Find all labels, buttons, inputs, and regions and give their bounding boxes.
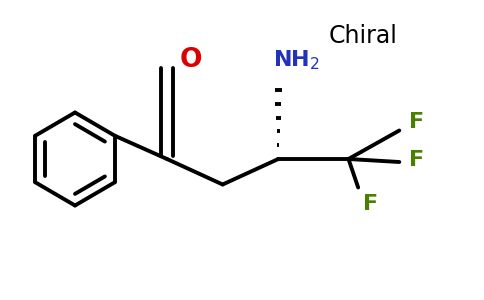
Text: F: F bbox=[409, 151, 424, 170]
Text: O: O bbox=[180, 47, 202, 73]
Text: F: F bbox=[409, 112, 424, 131]
Text: Chiral: Chiral bbox=[329, 24, 397, 48]
Text: F: F bbox=[363, 194, 378, 214]
Text: NH$_2$: NH$_2$ bbox=[273, 48, 320, 72]
